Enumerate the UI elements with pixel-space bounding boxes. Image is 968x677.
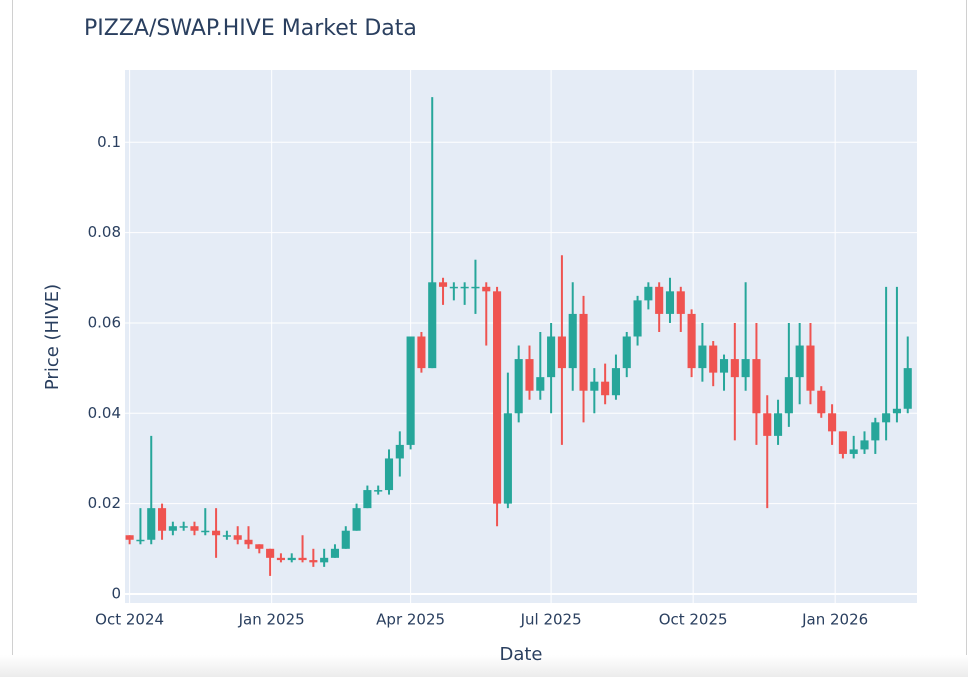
plot-area	[125, 70, 917, 603]
candle-body	[633, 300, 642, 337]
candle-body	[601, 381, 610, 396]
candle-body	[212, 530, 221, 536]
candle-body	[784, 377, 793, 414]
candle-body	[395, 444, 404, 459]
candle-body	[871, 422, 880, 441]
candle-body	[665, 291, 675, 314]
candle-body	[557, 336, 566, 369]
candle-body	[687, 313, 696, 369]
y-tick-label: 0.02	[88, 494, 121, 512]
candle-body	[903, 368, 912, 409]
candle-body	[493, 291, 502, 504]
candle-body	[568, 313, 577, 369]
x-tick-label: Apr 2025	[376, 611, 445, 629]
candle-body	[655, 286, 664, 314]
candle-body	[892, 408, 901, 414]
candle-body	[179, 526, 188, 528]
y-tick-label: 0.06	[88, 313, 121, 331]
candle-body	[622, 336, 631, 369]
x-tick-label: Jan 2026	[801, 611, 868, 629]
chart-title: PIZZA/SWAP.HIVE Market Data	[84, 16, 417, 41]
candle-body	[849, 449, 858, 454]
candle-body	[125, 535, 134, 540]
candle-body	[384, 458, 394, 491]
candle-body	[201, 530, 210, 533]
x-tick-label: Jul 2025	[520, 611, 582, 629]
candle-body	[709, 345, 718, 373]
candle-body	[341, 530, 350, 549]
candle-body	[590, 381, 599, 391]
candle-body	[611, 368, 620, 396]
candle-body	[363, 490, 372, 509]
x-axis-label: Date	[499, 644, 542, 665]
candle-body	[503, 413, 512, 504]
y-tick-label: 0.1	[97, 133, 121, 151]
candle-body	[774, 413, 783, 436]
candle-body	[460, 286, 469, 289]
candle-body	[838, 431, 847, 454]
candle-body	[438, 282, 448, 287]
candle-body	[817, 390, 826, 414]
x-tick-label: Oct 2025	[659, 611, 728, 629]
candle-body	[828, 413, 837, 432]
candle-body	[644, 286, 653, 301]
candle-body	[525, 359, 534, 391]
candle-body	[547, 336, 556, 378]
y-axis-label: Price (HIVE)	[42, 284, 63, 390]
x-tick-label: Jan 2025	[238, 611, 305, 629]
candle-body	[514, 359, 523, 414]
frame-bottom	[0, 655, 968, 677]
candle-body	[719, 359, 729, 373]
candle-body	[374, 490, 383, 492]
candle-body	[860, 440, 869, 450]
candle-body	[417, 336, 426, 369]
candle-body	[882, 413, 891, 423]
candle-body	[222, 535, 231, 537]
candle-body	[806, 345, 815, 391]
y-tick-label: 0	[111, 584, 121, 602]
candle-body	[536, 377, 545, 391]
candle-body	[190, 526, 199, 531]
candle-body	[763, 413, 772, 436]
candle-body	[147, 508, 156, 540]
candle-body	[471, 286, 480, 289]
candle-body	[255, 544, 264, 549]
candle-body	[406, 336, 415, 445]
candle-body	[449, 286, 458, 289]
candle-body	[158, 508, 167, 531]
candle-body	[482, 286, 491, 292]
candle-body	[741, 359, 750, 378]
y-tick-label: 0.04	[88, 404, 121, 422]
candle-body	[428, 282, 437, 369]
candle-body	[752, 359, 761, 414]
candle-body	[730, 359, 739, 378]
candle-body	[330, 548, 340, 558]
candle-body	[136, 539, 145, 542]
candle-body	[320, 557, 329, 563]
y-tick-label: 0.08	[88, 223, 121, 241]
candle-body	[233, 535, 242, 540]
candle-body	[244, 539, 253, 545]
candle-body	[698, 345, 707, 369]
candle-body	[298, 557, 307, 561]
candle-body	[168, 526, 177, 531]
candle-body	[676, 291, 685, 314]
x-tick-label: Oct 2024	[95, 611, 164, 629]
candle-body	[795, 345, 804, 378]
candle-body	[276, 557, 285, 561]
candle-body	[287, 557, 296, 561]
candle-body	[352, 508, 361, 531]
candle-body	[266, 548, 275, 558]
candle-body	[579, 313, 588, 391]
candle-body	[309, 560, 318, 563]
